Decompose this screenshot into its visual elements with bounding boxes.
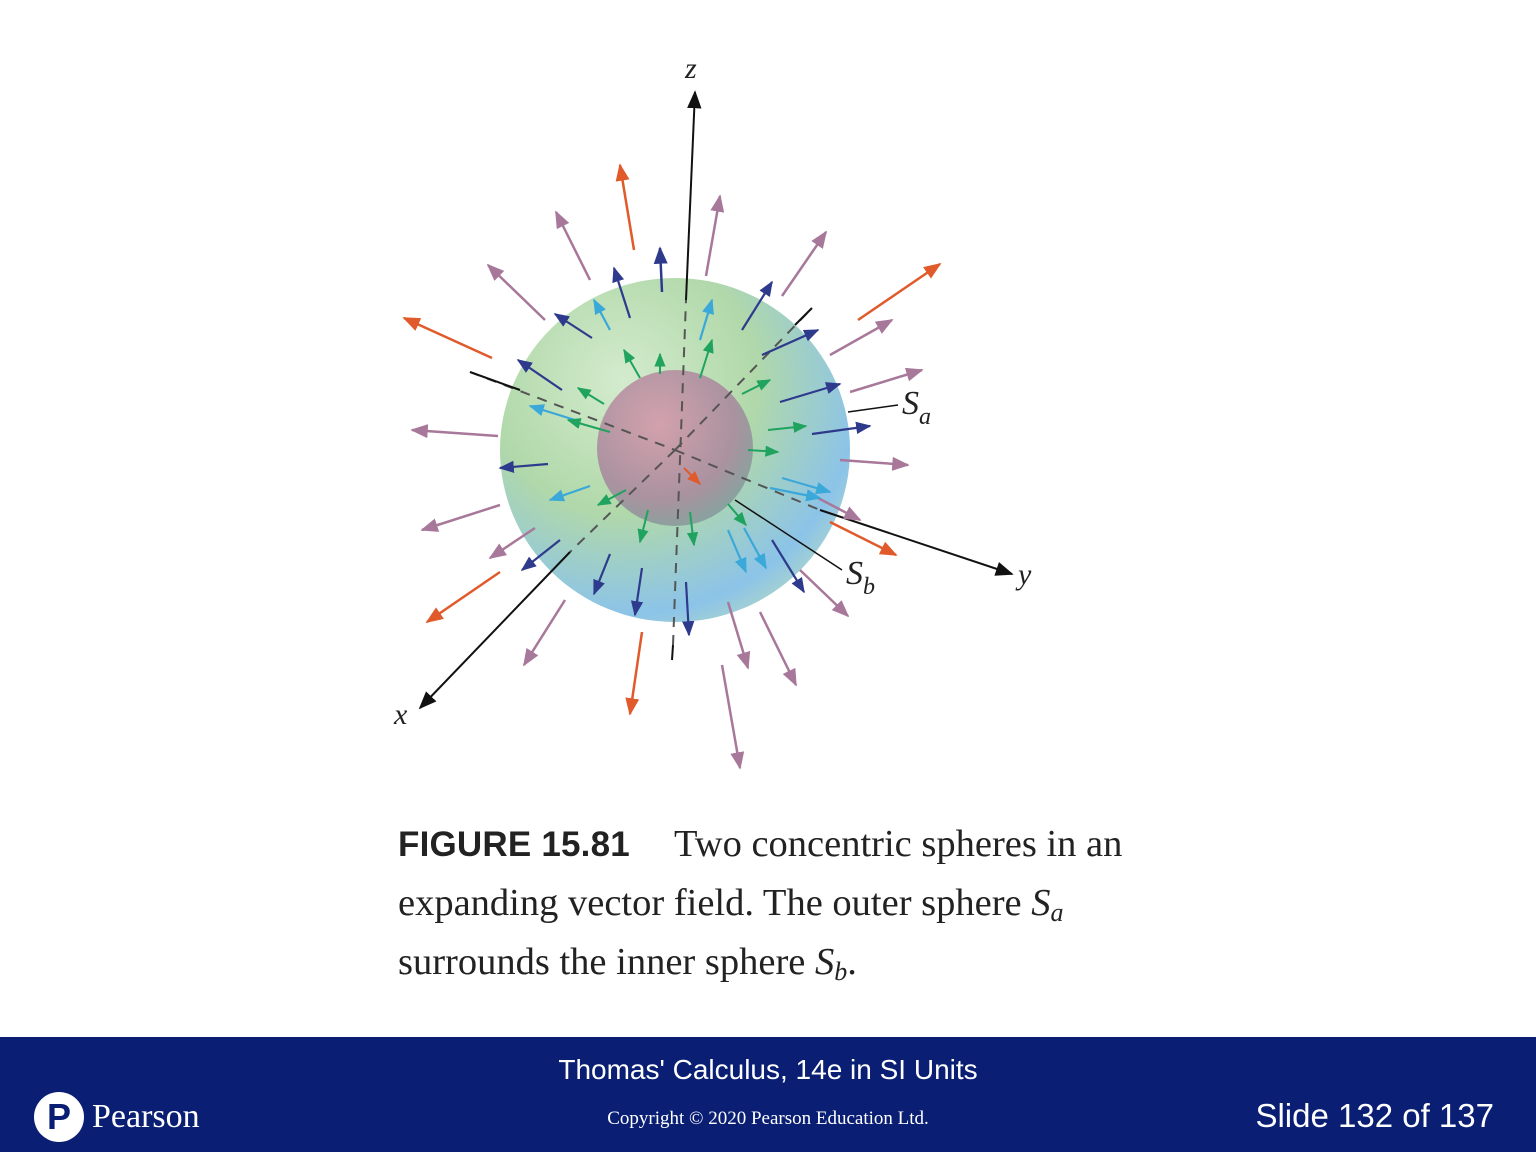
- arrow: [516, 359, 563, 391]
- arrow: [615, 163, 636, 251]
- arrow: [704, 194, 725, 277]
- arrow: [767, 421, 808, 433]
- footer-bar: Thomas' Calculus, 14e in SI Units Copyri…: [0, 1037, 1536, 1152]
- inner-field-arrows: [566, 338, 808, 547]
- arrow: [553, 313, 593, 339]
- arrow: [849, 367, 924, 394]
- arrow: [592, 553, 612, 596]
- arrow: [779, 382, 842, 404]
- copyright-notice: Copyright © 2020 Pearson Education Ltd.: [607, 1108, 929, 1129]
- arrow: [566, 418, 611, 433]
- z-axis-label: z: [684, 52, 697, 85]
- arrow: [839, 456, 910, 471]
- caption-text-2: surrounds the inner sphere: [398, 941, 806, 983]
- figure-label: FIGURE 15.81: [398, 825, 630, 864]
- arrow: [686, 511, 699, 547]
- book-title: Thomas' Calculus, 14e in SI Units: [558, 1054, 978, 1085]
- arrow: [528, 404, 576, 422]
- arrow: [726, 529, 748, 574]
- inner-sphere-leader: [734, 499, 843, 571]
- arrow: [720, 664, 745, 770]
- arrow: [630, 567, 644, 617]
- arrow: [683, 467, 701, 485]
- arrow: [857, 262, 942, 322]
- arrow: [741, 280, 773, 331]
- arrow: [520, 539, 561, 571]
- arrow: [576, 387, 605, 405]
- y-axis-label: y: [1015, 558, 1032, 591]
- arrow: [596, 489, 627, 506]
- arrow: [780, 230, 828, 297]
- outer-sphere-leader: [847, 404, 899, 413]
- arrow: [548, 484, 591, 502]
- arrow: [637, 509, 649, 544]
- outer-sphere-label: Sa: [902, 385, 931, 430]
- arrow: [761, 328, 820, 357]
- arrow: [522, 599, 567, 667]
- caption-text-1: Two concentric spheres in an expanding v…: [398, 823, 1123, 924]
- arrow: [498, 460, 549, 473]
- arrow: [747, 445, 780, 457]
- pearson-logo: P Pearson: [34, 1091, 200, 1143]
- arrow: [771, 539, 805, 594]
- inner-sphere-label: Sb: [846, 555, 875, 600]
- arrow: [625, 631, 644, 716]
- arrow: [726, 601, 751, 670]
- arrow: [727, 503, 747, 527]
- arrow: [698, 298, 714, 341]
- arrow: [612, 266, 632, 319]
- arrow: [829, 520, 898, 557]
- figure-caption: FIGURE 15.81 Two concentric spheres in an…: [398, 823, 1123, 986]
- arrow: [425, 570, 501, 624]
- arrow: [410, 424, 499, 439]
- arrow: [817, 496, 862, 522]
- outer-field-arrows: [402, 163, 942, 770]
- vector-field-figure: z y x Sa Sb: [393, 52, 1032, 770]
- x-axis-label: x: [393, 698, 408, 731]
- pearson-wordmark: Pearson: [92, 1098, 200, 1135]
- pearson-p-icon: P: [34, 1092, 84, 1142]
- caption-s-a: Sa: [1031, 882, 1064, 927]
- arrow: [811, 421, 872, 436]
- arrow: [699, 338, 714, 379]
- mid-field-arrows: [498, 266, 872, 637]
- arrow: [420, 503, 501, 532]
- caption-s-b: Sb: [814, 941, 848, 986]
- slide-counter: Slide 132 of 137: [1255, 1097, 1494, 1134]
- arrow: [758, 611, 798, 687]
- arrow: [623, 348, 641, 379]
- arrow: [799, 569, 850, 618]
- arrow: [682, 581, 695, 637]
- arrow: [741, 379, 772, 395]
- arrow: [554, 210, 592, 281]
- arrow: [653, 246, 668, 293]
- arrow: [402, 316, 493, 360]
- axes: [418, 90, 1014, 710]
- arrow: [488, 526, 536, 560]
- arrow: [781, 476, 832, 495]
- arrow: [486, 263, 546, 321]
- arrow: [769, 486, 822, 502]
- arrow: [593, 298, 611, 331]
- arrow: [829, 318, 894, 357]
- arrow: [743, 527, 767, 570]
